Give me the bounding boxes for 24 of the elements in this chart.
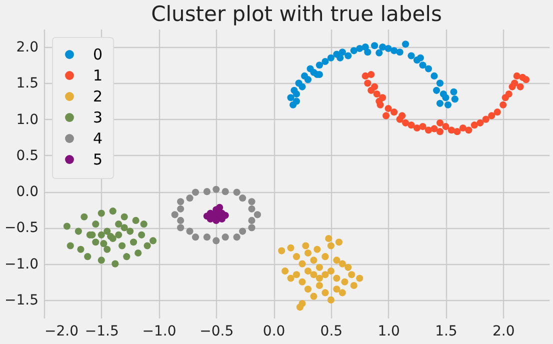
- y-tick-label: 0.5: [16, 148, 38, 164]
- x-tick-label: 0.0: [262, 324, 286, 340]
- x-tick-label: 0.5: [320, 324, 343, 340]
- y-tick-label: 2.0: [16, 40, 38, 56]
- legend-label: 1: [93, 66, 103, 84]
- x-tick-label: 2.0: [492, 324, 515, 340]
- chart-title: Cluster plot with true labels: [151, 2, 442, 26]
- x-tick-label: −2.0: [44, 324, 78, 340]
- y-tick-label: 1.5: [16, 76, 38, 92]
- y-tick-label: −1.0: [4, 256, 38, 272]
- legend-label: 0: [93, 46, 103, 64]
- legend-label: 4: [93, 130, 103, 148]
- x-tick-label: −0.5: [200, 324, 234, 340]
- legend-label: 2: [93, 88, 103, 106]
- x-tick-label: −1.0: [142, 324, 176, 340]
- legend-label: 5: [93, 150, 103, 168]
- x-tick-label: 1.0: [378, 324, 400, 340]
- y-tick-label: −1.5: [4, 292, 38, 308]
- y-tick-label: 1.0: [16, 112, 38, 128]
- x-tick-label: −1.5: [84, 324, 119, 340]
- x-tick-label: 1.5: [435, 324, 458, 340]
- legend-label: 3: [93, 108, 103, 126]
- y-tick-label: 0.0: [16, 184, 38, 200]
- y-tick-label: −0.5: [4, 220, 38, 236]
